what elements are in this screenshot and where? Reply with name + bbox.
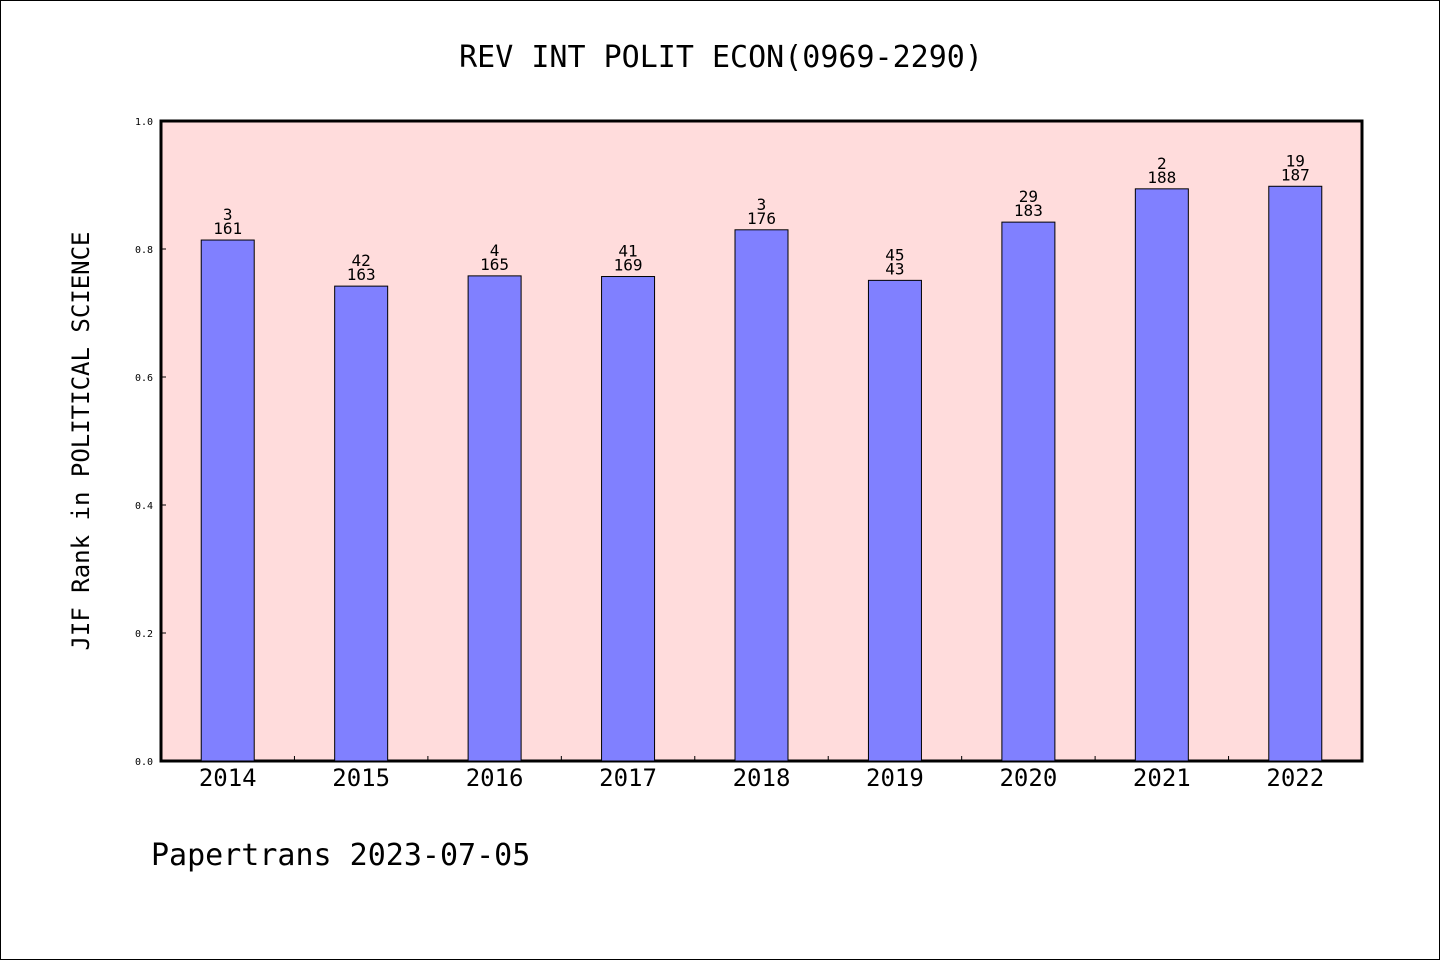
y-tick-label: 0.0	[135, 757, 153, 768]
bar-2020	[1001, 221, 1056, 762]
bar-total-label: 169	[614, 256, 643, 275]
bar-total-label: 163	[347, 265, 376, 284]
bar-2017	[601, 276, 656, 762]
bar-total-label: 183	[1014, 201, 1043, 220]
bar-rank-label: 29	[1019, 187, 1038, 206]
bar-total-label: 161	[213, 219, 242, 238]
y-axis: 0.0 0.2 0.4 0.6 0.8 1.0	[135, 117, 166, 768]
x-tick-label: 2022	[1266, 764, 1324, 792]
x-tick-label: 2016	[466, 764, 524, 792]
y-tick-label: 0.8	[135, 245, 153, 256]
bar-2021	[1134, 188, 1189, 762]
bar-rank-label: 4	[490, 241, 500, 260]
bar-2022	[1268, 185, 1323, 762]
x-axis: 2014 2015 2016 2017 2018 2019 2020 2021 2022	[199, 756, 1324, 792]
y-axis-label: JIF Rank in POLITICAL SCIENCE	[67, 231, 95, 650]
bar-total-label: 165	[480, 255, 509, 274]
x-tick-label: 2021	[1133, 764, 1191, 792]
x-tick-label: 2014	[199, 764, 257, 792]
y-tick-label: 0.4	[135, 501, 153, 512]
bar-total-label: 187	[1281, 165, 1310, 184]
bar-rank-label: 3	[223, 205, 233, 224]
bar-total-label: 176	[747, 209, 776, 228]
bar-total-label: 43	[885, 259, 904, 278]
y-tick-label: 0.2	[135, 629, 153, 640]
x-tick-label: 2017	[599, 764, 657, 792]
bar-rank-label: 2	[1157, 154, 1167, 173]
bar-rank-label: 3	[757, 195, 767, 214]
bar-2014	[200, 239, 255, 762]
bar-2018	[734, 229, 789, 762]
bar-rank-label: 45	[885, 245, 904, 264]
bar-2019	[867, 279, 922, 762]
bar-rank-label: 19	[1286, 151, 1305, 170]
bar-2016	[467, 275, 522, 762]
y-tick-label: 1.0	[135, 117, 153, 128]
bar-total-label: 188	[1147, 168, 1176, 187]
x-tick-label: 2015	[332, 764, 390, 792]
footer-text: Papertrans 2023-07-05	[151, 838, 530, 873]
chart-title: REV INT POLIT ECON(0969-2290)	[459, 40, 983, 75]
bar-rank-label: 42	[352, 251, 371, 270]
y-tick-label: 0.6	[135, 373, 153, 384]
x-tick-label: 2019	[866, 764, 924, 792]
bar-2015	[334, 285, 389, 762]
bar-rank-label: 41	[618, 242, 637, 261]
x-tick-label: 2020	[999, 764, 1057, 792]
x-tick-label: 2018	[733, 764, 791, 792]
